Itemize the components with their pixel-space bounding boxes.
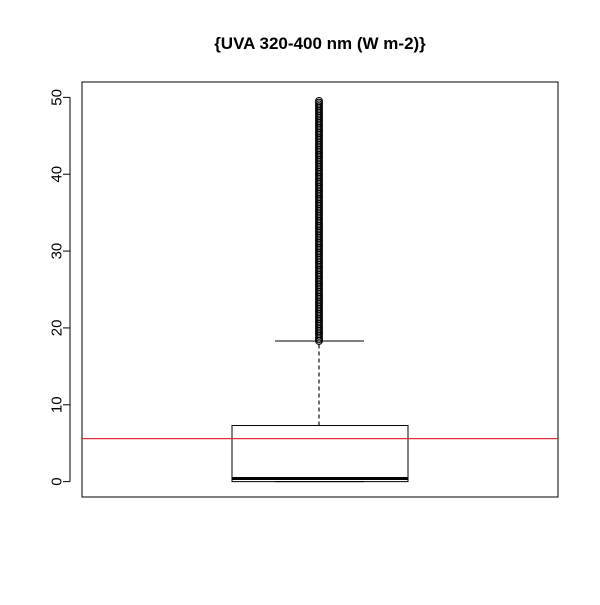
plot-frame xyxy=(81,81,559,498)
y-tick-label: 40 xyxy=(49,166,66,183)
y-axis: 0 10 20 30 40 50 xyxy=(49,89,71,486)
outlier-point xyxy=(315,97,323,105)
box-iqr xyxy=(231,425,409,483)
y-tick-label: 30 xyxy=(49,243,66,260)
chart-title: {UVA 320-400 nm (W m-2)} xyxy=(214,34,426,53)
y-tick-label: 20 xyxy=(49,320,66,337)
y-tick-label: 0 xyxy=(49,477,66,485)
y-tick-label: 50 xyxy=(49,89,66,106)
y-tick-label: 10 xyxy=(49,396,66,413)
plot-area xyxy=(82,97,558,483)
